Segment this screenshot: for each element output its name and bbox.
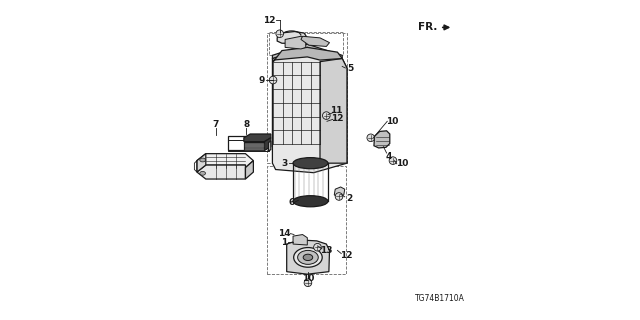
Text: 5: 5 — [348, 63, 354, 73]
Polygon shape — [197, 154, 206, 172]
Text: 1: 1 — [281, 238, 287, 247]
Ellipse shape — [276, 30, 284, 37]
Polygon shape — [320, 59, 347, 163]
Text: 10: 10 — [386, 117, 399, 126]
Ellipse shape — [389, 157, 397, 164]
Polygon shape — [287, 240, 330, 274]
Polygon shape — [285, 36, 306, 49]
Polygon shape — [374, 131, 390, 148]
Bar — [228, 140, 269, 151]
Polygon shape — [293, 235, 307, 245]
Ellipse shape — [294, 248, 322, 267]
Text: 10: 10 — [396, 159, 409, 168]
Ellipse shape — [303, 254, 313, 260]
Text: 8: 8 — [243, 120, 250, 129]
Polygon shape — [277, 32, 307, 43]
Polygon shape — [301, 36, 330, 46]
Polygon shape — [197, 154, 253, 168]
Text: 12: 12 — [340, 251, 352, 260]
Polygon shape — [244, 134, 271, 142]
Polygon shape — [246, 161, 253, 179]
Bar — [267, 33, 347, 163]
Ellipse shape — [304, 279, 312, 287]
Polygon shape — [273, 44, 342, 59]
Ellipse shape — [335, 193, 343, 200]
Text: 4: 4 — [386, 152, 392, 161]
Polygon shape — [264, 138, 271, 150]
Bar — [269, 32, 343, 55]
Ellipse shape — [293, 196, 328, 207]
Polygon shape — [244, 142, 264, 150]
Polygon shape — [273, 47, 347, 173]
Bar — [267, 166, 346, 274]
Text: 9: 9 — [259, 76, 265, 84]
Ellipse shape — [298, 251, 318, 264]
Ellipse shape — [200, 158, 205, 162]
Ellipse shape — [314, 244, 321, 251]
Bar — [228, 136, 247, 150]
Text: 14: 14 — [278, 229, 291, 238]
Text: FR.: FR. — [418, 22, 437, 32]
Text: 10: 10 — [301, 274, 314, 283]
Ellipse shape — [293, 158, 328, 169]
Ellipse shape — [367, 134, 374, 142]
Text: 11: 11 — [330, 106, 342, 115]
Polygon shape — [269, 141, 271, 151]
Text: 13: 13 — [320, 246, 333, 255]
Text: 3: 3 — [282, 159, 287, 168]
Polygon shape — [197, 165, 246, 179]
Text: 2: 2 — [346, 194, 352, 203]
Text: 7: 7 — [212, 120, 219, 129]
Polygon shape — [273, 47, 342, 62]
Text: TG74B1710A: TG74B1710A — [415, 294, 465, 303]
Ellipse shape — [200, 172, 205, 175]
Text: 12: 12 — [263, 16, 275, 25]
Polygon shape — [334, 187, 345, 197]
Ellipse shape — [323, 112, 330, 119]
Text: 12: 12 — [331, 114, 344, 123]
Text: 6: 6 — [289, 198, 294, 207]
Ellipse shape — [269, 76, 277, 84]
